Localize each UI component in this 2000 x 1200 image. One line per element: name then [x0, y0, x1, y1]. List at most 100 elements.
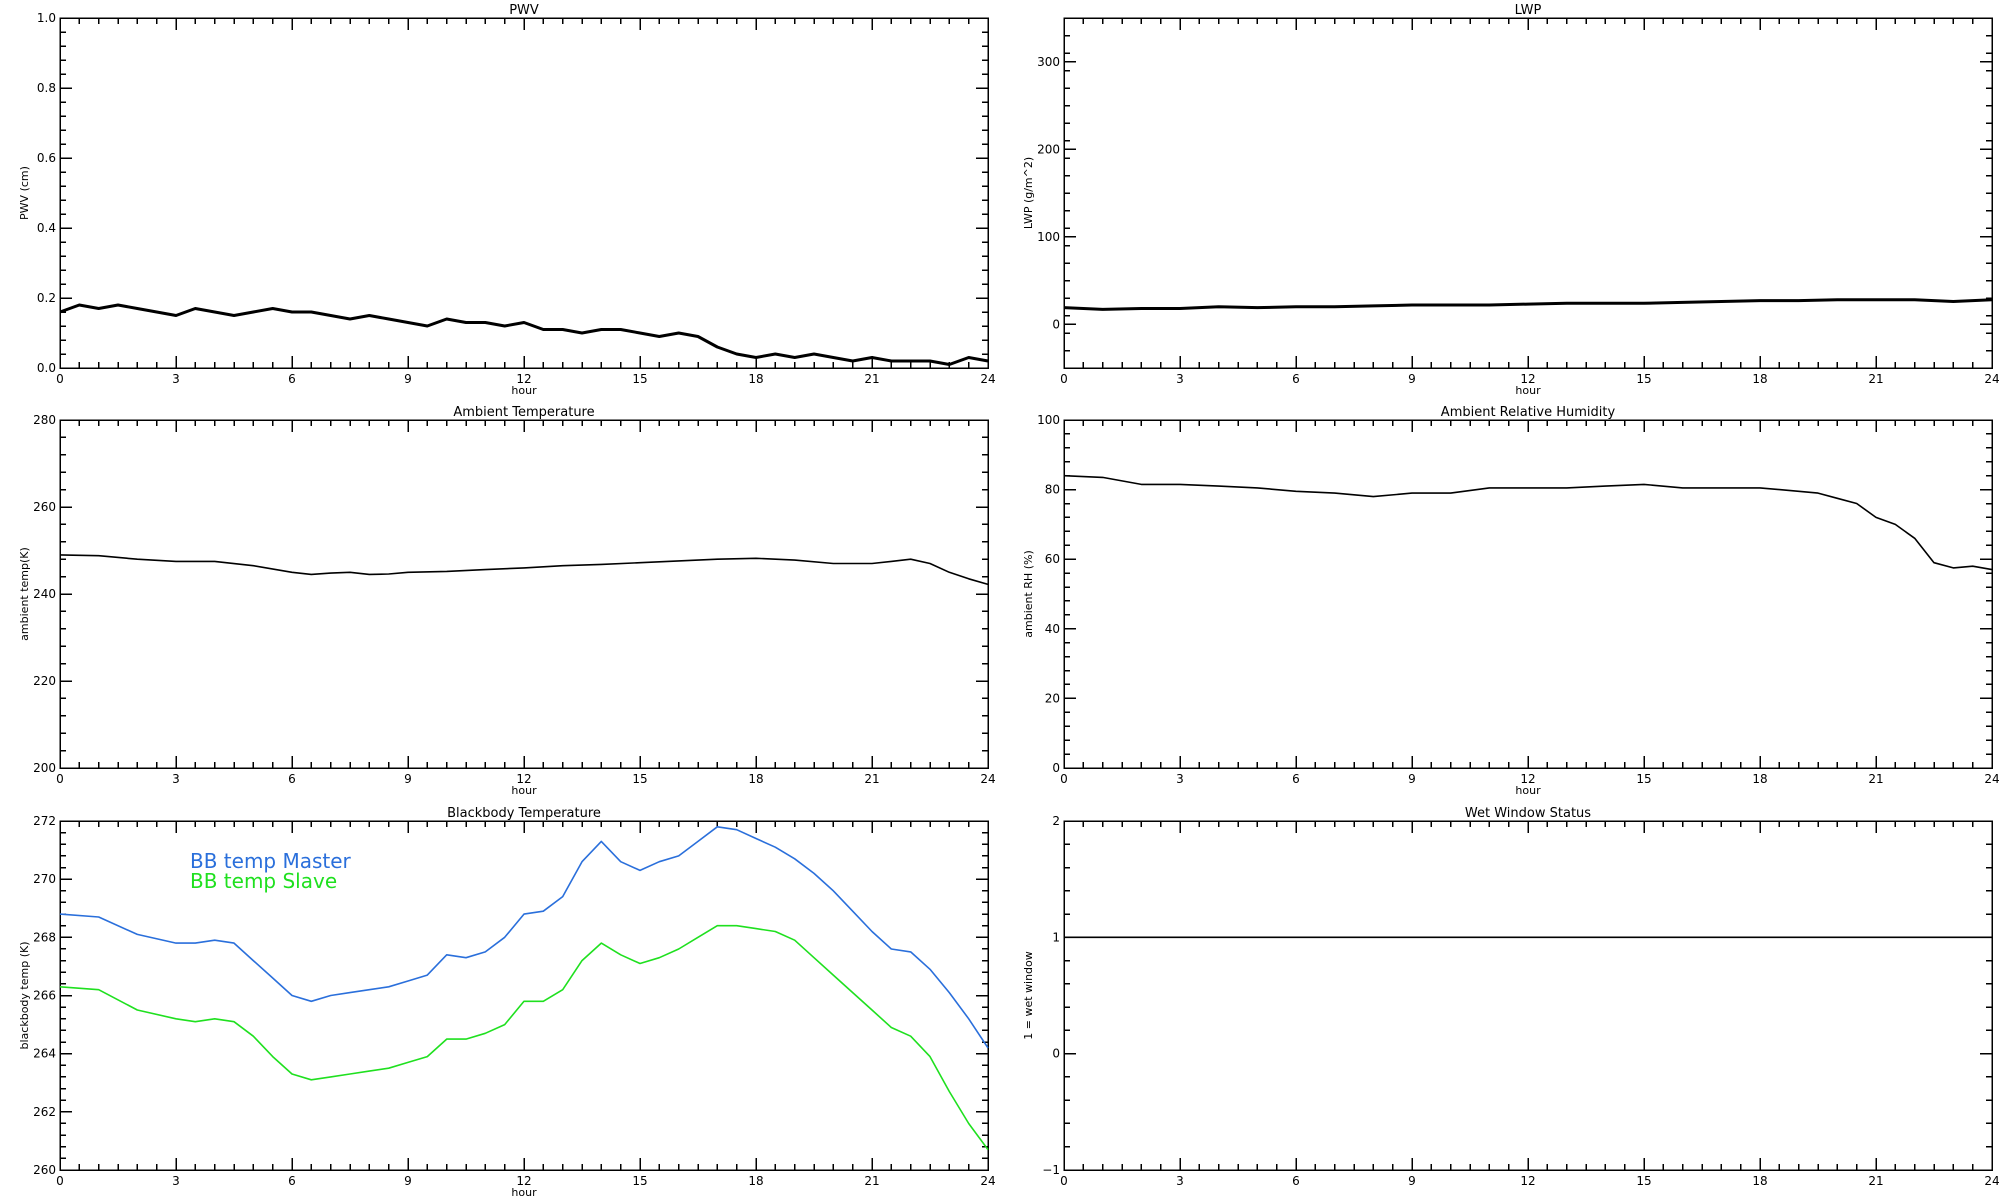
- x-tick-label: 3: [172, 1174, 180, 1188]
- x-tick-label: 12: [516, 772, 531, 786]
- x-tick-label: 9: [404, 1174, 412, 1188]
- plot-frame: [1063, 17, 1993, 369]
- x-tick-label: 12: [1520, 772, 1535, 786]
- chart-4: Blackbody Temperature 0 3 6 9 12 15 18 21 24 260 26…: [18, 806, 996, 1199]
- y-tick-label: −1: [1042, 1163, 1060, 1177]
- series-line-0: [1063, 474, 1993, 571]
- y-axis-label: 1 = wet window: [1022, 951, 1035, 1040]
- y-tick-label: 264: [33, 1047, 56, 1061]
- plot-frame: [59, 17, 989, 369]
- series-line-bb-temp-slave: [59, 924, 989, 1151]
- x-axis-label: hour: [1515, 384, 1541, 397]
- x-tick-label: 0: [56, 772, 64, 786]
- y-tick-label: 1.0: [37, 11, 56, 25]
- x-axis-label: hour: [1515, 784, 1541, 797]
- chart-title: Wet Window Status: [1465, 806, 1591, 821]
- y-axis-label: blackbody temp (K): [18, 942, 31, 1050]
- x-tick-label: 24: [1984, 772, 1999, 786]
- x-tick-label: 18: [1752, 1174, 1767, 1188]
- x-tick-label: 0: [56, 372, 64, 386]
- chart-title: LWP: [1515, 3, 1542, 18]
- legend-entry: BB temp Slave: [190, 869, 337, 893]
- chart-title: Ambient Relative Humidity: [1441, 405, 1616, 420]
- x-tick-label: 3: [1176, 372, 1184, 386]
- x-tick-label: 21: [864, 772, 879, 786]
- y-tick-label: 260: [33, 500, 56, 514]
- x-tick-label: 3: [1176, 1174, 1184, 1188]
- series-line-bb-temp-master: [59, 825, 989, 1049]
- x-axis-label: hour: [511, 384, 537, 397]
- x-tick-label: 12: [1520, 372, 1535, 386]
- plot-frame: [1063, 419, 1993, 769]
- chart-title: Ambient Temperature: [453, 405, 594, 420]
- y-tick-label: 0.6: [37, 151, 56, 165]
- y-tick-label: 100: [1037, 413, 1060, 427]
- x-tick-label: 21: [1868, 772, 1883, 786]
- y-tick-label: 300: [1037, 55, 1060, 69]
- x-tick-label: 12: [516, 1174, 531, 1188]
- y-tick-label: 1: [1052, 930, 1060, 944]
- x-tick-label: 6: [1292, 1174, 1300, 1188]
- x-tick-label: 6: [1292, 372, 1300, 386]
- y-tick-label: 0.2: [37, 291, 56, 305]
- x-tick-label: 9: [404, 372, 412, 386]
- x-tick-label: 24: [980, 372, 995, 386]
- y-tick-label: 2: [1052, 814, 1060, 828]
- y-axis-label: LWP (g/m^2): [1022, 157, 1035, 229]
- y-axis-label: ambient RH (%): [1022, 550, 1035, 638]
- x-tick-label: 6: [1292, 772, 1300, 786]
- x-tick-label: 24: [980, 1174, 995, 1188]
- x-tick-label: 0: [56, 1174, 64, 1188]
- x-tick-label: 21: [1868, 1174, 1883, 1188]
- y-tick-label: 220: [33, 674, 56, 688]
- x-tick-label: 18: [1752, 772, 1767, 786]
- x-tick-label: 9: [404, 772, 412, 786]
- x-tick-label: 0: [1060, 772, 1068, 786]
- y-tick-label: 100: [1037, 230, 1060, 244]
- chart-title: Blackbody Temperature: [447, 806, 601, 821]
- chart-title: PWV: [509, 3, 539, 18]
- x-tick-label: 0: [1060, 1174, 1068, 1188]
- x-tick-label: 9: [1408, 372, 1416, 386]
- series-line-0: [1063, 298, 1993, 311]
- chart-2: Ambient Temperature 0 3 6 9 12 15 18 21 24 200 220 2…: [18, 405, 996, 797]
- plot-frame: [59, 419, 989, 769]
- y-tick-label: 200: [33, 761, 56, 775]
- x-tick-label: 18: [748, 372, 763, 386]
- x-tick-label: 18: [1752, 372, 1767, 386]
- y-tick-label: 0.0: [37, 361, 56, 375]
- chart-1: LWP 0 3 6 9 12 15 18 21 24 0 100 200 300 hour LWP (g/m^…: [1022, 3, 2000, 397]
- y-tick-label: 280: [33, 413, 56, 427]
- x-tick-label: 9: [1408, 772, 1416, 786]
- y-tick-label: 80: [1045, 483, 1060, 497]
- x-tick-label: 3: [172, 772, 180, 786]
- x-tick-label: 6: [288, 1174, 296, 1188]
- x-axis-label: hour: [511, 1186, 537, 1199]
- y-axis-label: ambient temp(K): [18, 547, 31, 641]
- x-tick-label: 12: [1520, 1174, 1535, 1188]
- x-tick-label: 21: [1868, 372, 1883, 386]
- x-tick-label: 15: [632, 1174, 647, 1188]
- y-tick-label: 60: [1045, 552, 1060, 566]
- series-line-0: [59, 303, 989, 366]
- y-tick-label: 20: [1045, 691, 1060, 705]
- x-tick-label: 24: [1984, 1174, 1999, 1188]
- y-tick-label: 260: [33, 1163, 56, 1177]
- y-tick-label: 0: [1052, 1047, 1060, 1061]
- x-tick-label: 9: [1408, 1174, 1416, 1188]
- y-tick-label: 0: [1052, 761, 1060, 775]
- y-tick-label: 200: [1037, 142, 1060, 156]
- x-tick-label: 15: [1636, 372, 1651, 386]
- chart-0: PWV 0 3 6 9 12 15 18 21 24 0.0 0.2 0.4 0.6 0.8 1.0 hour P…: [18, 3, 996, 397]
- x-tick-label: 15: [1636, 1174, 1651, 1188]
- legend-entry: BB temp Master: [190, 849, 352, 873]
- series-line-0: [59, 554, 989, 586]
- x-tick-label: 21: [864, 372, 879, 386]
- x-tick-label: 0: [1060, 372, 1068, 386]
- x-tick-label: 6: [288, 772, 296, 786]
- x-tick-label: 6: [288, 372, 296, 386]
- x-tick-label: 18: [748, 772, 763, 786]
- x-tick-label: 3: [1176, 772, 1184, 786]
